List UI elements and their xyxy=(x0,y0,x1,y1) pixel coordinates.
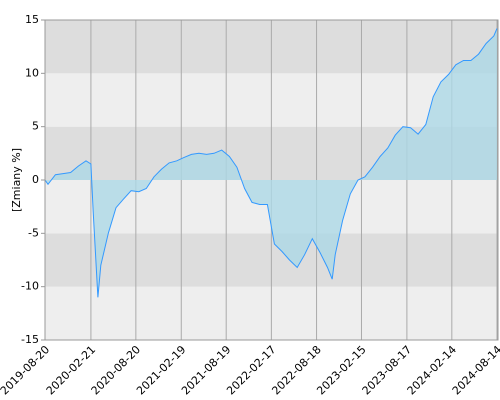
y-tick-label: 15 xyxy=(25,13,39,26)
y-tick-label: -10 xyxy=(21,280,39,293)
y-tick-label: 0 xyxy=(32,173,39,186)
area xyxy=(45,28,497,298)
y-tick-label: -15 xyxy=(21,333,39,346)
y-tick-label: 5 xyxy=(32,120,39,133)
y-tick-label: 10 xyxy=(25,66,39,79)
y-axis-label: [Zmiany %] xyxy=(10,148,23,212)
line xyxy=(44,28,498,298)
plot-frame xyxy=(44,19,499,341)
y-tick-label: -5 xyxy=(28,226,39,239)
